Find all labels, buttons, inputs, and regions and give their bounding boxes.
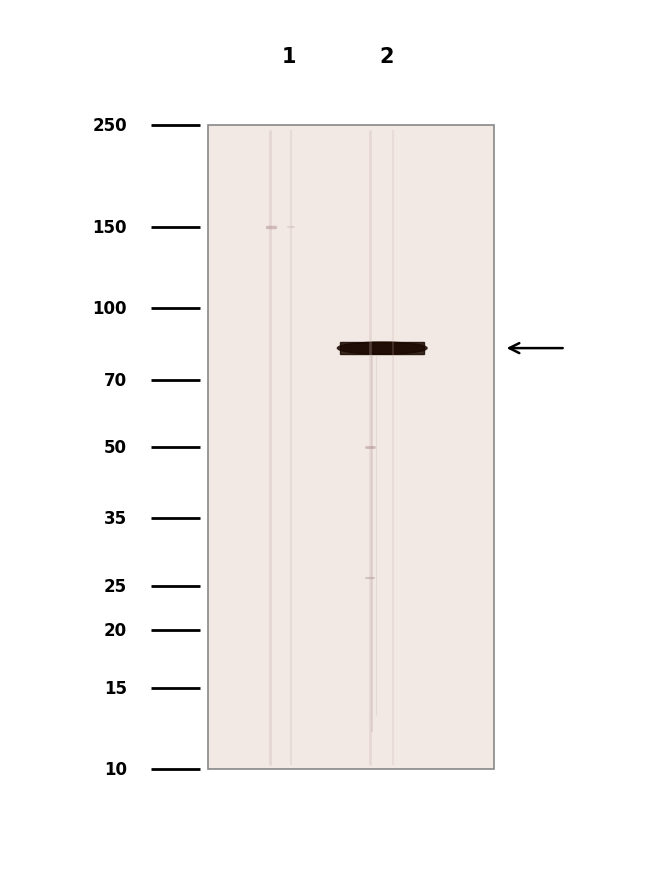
Text: 20: 20 [103, 621, 127, 640]
Ellipse shape [337, 342, 427, 355]
Text: 25: 25 [103, 577, 127, 595]
Text: 35: 35 [103, 510, 127, 527]
Bar [208, 126, 494, 769]
Text: 1: 1 [282, 47, 296, 66]
Text: 150: 150 [92, 219, 127, 237]
Text: 70: 70 [103, 371, 127, 389]
Text: 100: 100 [92, 300, 127, 318]
Text: 10: 10 [104, 760, 127, 778]
Text: 250: 250 [92, 117, 127, 135]
Text: 50: 50 [104, 439, 127, 456]
Text: 15: 15 [104, 679, 127, 697]
Bar [340, 342, 424, 355]
Text: 2: 2 [380, 47, 394, 66]
